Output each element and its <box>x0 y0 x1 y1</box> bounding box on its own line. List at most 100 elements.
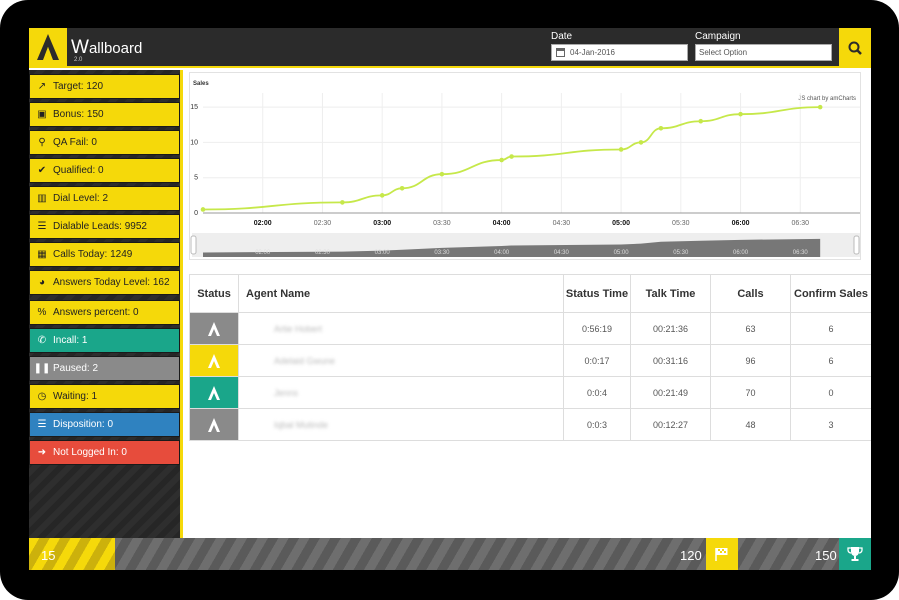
table-row[interactable]: Artie Hobert 0:56:19 00:21:36 63 6 <box>189 312 871 345</box>
logo <box>29 28 67 68</box>
x-tick-label: 03:30 <box>433 220 451 227</box>
target-marker <box>706 538 738 570</box>
chart-canvas: 0 5 10 15 02:00 02:30 03:00 03:30 04:00 04:30 05:0… <box>190 93 860 257</box>
progress-fill: 15 <box>29 538 115 570</box>
campaign-select[interactable]: Select Option <box>695 44 832 61</box>
x-tick-label: 02:30 <box>314 220 332 227</box>
table-row[interactable]: Iqbal Mutinde 0:0:3 00:12:27 48 3 <box>189 408 871 441</box>
stat-item[interactable]: ◕ Answers Today Level: 162 <box>29 270 180 295</box>
trophy-icon <box>847 547 863 561</box>
col-calls[interactable]: Calls <box>710 274 791 313</box>
col-talk-time[interactable]: Talk Time <box>630 274 711 313</box>
chart-scrollbar-preview <box>203 238 821 257</box>
gift-icon: ▣ <box>37 109 47 120</box>
chart-credit: JS chart by amCharts <box>798 96 856 102</box>
sales-chart: Sales JS chart by amCharts 0 5 10 15 02:00 02… <box>189 72 861 260</box>
stat-item[interactable]: ▦ Calls Today: 1249 <box>29 242 180 267</box>
app-screen: Wallboard 2.0 Date 04-Jan-2016 Campaign … <box>29 28 871 570</box>
confirm-sales-cell-text: 0 <box>828 387 834 398</box>
clock-icon: ◷ <box>37 391 47 402</box>
sales-data-point <box>698 118 704 124</box>
stat-label: Answers Today Level: 162 <box>53 277 170 288</box>
stat-item[interactable]: ▣ Bonus: 150 <box>29 102 180 127</box>
agent-name-cell: Artie Hobert <box>238 312 564 345</box>
stat-label: Paused: 2 <box>53 363 99 374</box>
x-tick-label: 06:00 <box>732 220 750 227</box>
agent-name-cell: Adelaid Gwune <box>238 344 564 377</box>
scrollbar-tick-label: 06:30 <box>793 250 809 256</box>
search-icon <box>848 41 862 55</box>
confirm-sales-cell: 6 <box>790 312 871 345</box>
stat-item[interactable]: ☰ Disposition: 0 <box>29 412 180 437</box>
current-sales-value: 15 <box>41 548 56 563</box>
stat-item[interactable]: ➜ Not Logged In: 0 <box>29 440 180 465</box>
x-tick-label: 04:00 <box>493 220 511 227</box>
bar-chart-icon: ▥ <box>37 193 47 204</box>
stat-item[interactable]: ✔ Qualified: 0 <box>29 158 180 183</box>
agent-name-cell-text: Jenns <box>274 387 299 398</box>
logo-a-icon <box>37 34 59 60</box>
table-header-row: Status Agent Name Status Time Talk Time … <box>189 274 871 313</box>
stat-item[interactable]: ↗ Target: 120 <box>29 74 180 99</box>
stat-item[interactable]: ▥ Dial Level: 2 <box>29 186 180 211</box>
sales-data-point <box>379 193 385 198</box>
stat-item[interactable]: ⚲ QA Fail: 0 <box>29 130 180 155</box>
agent-a-icon <box>208 417 220 432</box>
x-tick-label: 03:00 <box>373 220 391 227</box>
talk-time-cell-text: 00:21:49 <box>652 387 689 398</box>
stat-item[interactable]: ❚❚ Paused: 2 <box>29 356 180 381</box>
calls-cell-text: 96 <box>745 355 756 366</box>
date-input[interactable]: 04-Jan-2016 <box>551 44 688 61</box>
stat-item[interactable]: % Answers percent: 0 <box>29 300 180 325</box>
stat-label: Target: 120 <box>53 81 104 92</box>
y-tick-label: 15 <box>190 104 198 111</box>
stat-item[interactable]: ✆ Incall: 1 <box>29 328 180 353</box>
stat-item[interactable]: ☰ Dialable Leads: 9952 <box>29 214 180 239</box>
talk-time-cell-text: 00:21:36 <box>652 323 689 334</box>
sales-data-point <box>509 154 514 159</box>
confirm-sales-cell: 6 <box>790 344 871 377</box>
col-status[interactable]: Status <box>189 274 239 313</box>
scrollbar-right-handle[interactable] <box>853 235 860 255</box>
scrollbar-tick-label: 03:30 <box>434 250 450 256</box>
confirm-sales-cell-text: 6 <box>828 323 834 334</box>
bonus-value: 150 <box>815 548 837 563</box>
status-cell <box>189 344 239 377</box>
stat-label: Calls Today: 1249 <box>53 249 133 260</box>
stat-item[interactable]: ◷ Waiting: 1 <box>29 384 180 409</box>
col-status-time[interactable]: Status Time <box>563 274 631 313</box>
pie-chart-icon: ◕ <box>38 277 46 288</box>
scrollbar-left-handle[interactable] <box>190 235 197 255</box>
stat-label: Answers percent: 0 <box>53 307 139 318</box>
campaign-value: Select Option <box>699 48 748 57</box>
calls-cell-text: 63 <box>745 323 756 334</box>
sales-data-point <box>817 104 823 110</box>
status-cell <box>189 376 239 409</box>
scrollbar-tick-label: 02:00 <box>255 250 271 256</box>
talk-time-cell: 00:21:36 <box>630 312 711 345</box>
col-confirm-sales[interactable]: Confirm Sales <box>790 274 871 313</box>
agents-table-wrap: Status Agent Name Status Time Talk Time … <box>189 274 871 441</box>
target-value: 120 <box>680 548 702 563</box>
col-agent-name[interactable]: Agent Name <box>238 274 564 313</box>
app-title: Wallboard <box>71 37 142 59</box>
list-icon: ☰ <box>37 221 47 232</box>
sales-data-point <box>399 185 405 191</box>
sales-data-point <box>499 157 504 163</box>
status-badge <box>190 409 238 440</box>
agent-a-icon <box>208 353 220 368</box>
x-tick-label: 05:00 <box>612 220 630 227</box>
table-row[interactable]: Adelaid Gwune 0:0:17 00:31:16 96 6 <box>189 344 871 377</box>
progress-footer: 15 120 150 <box>29 538 871 570</box>
sales-data-point <box>439 171 445 177</box>
status-time-cell: 0:0:17 <box>563 344 631 377</box>
table-row[interactable]: Jenns 0:0:4 00:21:49 70 0 <box>189 376 871 409</box>
scrollbar-tick-label: 05:00 <box>614 250 630 256</box>
search-button[interactable] <box>839 28 871 68</box>
stat-label: Dialable Leads: 9952 <box>53 221 147 232</box>
status-badge <box>190 377 238 408</box>
calls-cell: 70 <box>710 376 791 409</box>
confirm-sales-cell-text: 3 <box>828 419 834 430</box>
y-tick-label: 10 <box>190 139 198 146</box>
app-title-rest: allboard <box>88 40 143 57</box>
